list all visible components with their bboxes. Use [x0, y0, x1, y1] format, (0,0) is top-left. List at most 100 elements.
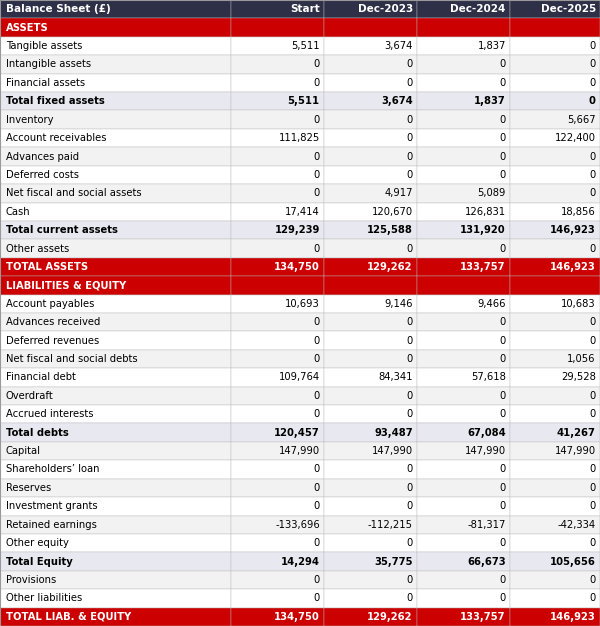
Text: 0: 0 [590, 391, 596, 401]
Bar [324, 258, 417, 276]
Bar [510, 92, 600, 110]
Bar [0, 55, 231, 74]
Bar [417, 423, 510, 442]
Bar [231, 552, 324, 571]
Text: 0: 0 [407, 483, 413, 493]
Bar [231, 387, 324, 405]
Text: Total debts: Total debts [6, 428, 69, 438]
Text: Total Equity: Total Equity [6, 557, 73, 567]
Text: 0: 0 [500, 151, 506, 162]
Text: -42,334: -42,334 [557, 520, 596, 530]
Bar [0, 442, 231, 460]
Text: 0: 0 [314, 354, 320, 364]
Text: Accrued interests: Accrued interests [6, 409, 94, 419]
Text: 0: 0 [314, 244, 320, 254]
Text: 0: 0 [314, 188, 320, 198]
Bar [417, 552, 510, 571]
Bar [510, 479, 600, 497]
Bar [324, 129, 417, 147]
Bar [510, 608, 600, 626]
Text: -133,696: -133,696 [275, 520, 320, 530]
Text: Total current assets: Total current assets [6, 225, 118, 235]
Text: 57,618: 57,618 [471, 372, 506, 382]
Bar [510, 368, 600, 387]
Bar [510, 589, 600, 608]
Bar [510, 184, 600, 203]
Text: ASSETS: ASSETS [6, 23, 49, 33]
Text: 0: 0 [407, 593, 413, 603]
Bar [510, 350, 600, 368]
Text: Dec-2023: Dec-2023 [358, 4, 413, 14]
Text: Dec-2024: Dec-2024 [451, 4, 506, 14]
Bar [324, 516, 417, 534]
Text: 1,837: 1,837 [478, 41, 506, 51]
Bar [0, 460, 231, 479]
Bar [324, 479, 417, 497]
Text: 0: 0 [500, 483, 506, 493]
Bar [324, 74, 417, 92]
Text: 0: 0 [590, 59, 596, 69]
Text: 147,990: 147,990 [464, 446, 506, 456]
Text: 146,923: 146,923 [550, 262, 596, 272]
Bar [417, 129, 510, 147]
Text: 0: 0 [500, 354, 506, 364]
Text: Other equity: Other equity [6, 538, 69, 548]
Text: 41,267: 41,267 [557, 428, 596, 438]
Text: 0: 0 [314, 464, 320, 475]
Text: 35,775: 35,775 [374, 557, 413, 567]
Text: 126,831: 126,831 [464, 207, 506, 217]
Text: 93,487: 93,487 [374, 428, 413, 438]
Bar [324, 239, 417, 258]
Bar [0, 534, 231, 552]
Bar [417, 276, 510, 295]
Bar [417, 166, 510, 184]
Bar [231, 110, 324, 129]
Text: Provisions: Provisions [6, 575, 56, 585]
Bar [0, 166, 231, 184]
Text: 5,667: 5,667 [567, 115, 596, 125]
Text: 66,673: 66,673 [467, 557, 506, 567]
Bar [510, 239, 600, 258]
Text: 29,528: 29,528 [561, 372, 596, 382]
Bar [417, 239, 510, 258]
Text: 0: 0 [407, 538, 413, 548]
Bar [417, 221, 510, 239]
Bar [324, 534, 417, 552]
Text: 0: 0 [590, 538, 596, 548]
Bar [231, 184, 324, 203]
Bar [0, 18, 231, 37]
Text: 131,920: 131,920 [460, 225, 506, 235]
Text: 0: 0 [407, 501, 413, 511]
Text: 0: 0 [500, 336, 506, 346]
Bar [417, 92, 510, 110]
Bar [0, 276, 231, 295]
Bar [417, 74, 510, 92]
Bar [510, 313, 600, 331]
Bar [231, 313, 324, 331]
Bar [324, 37, 417, 55]
Text: Advances received: Advances received [6, 317, 100, 327]
Text: 0: 0 [500, 115, 506, 125]
Text: Financial assets: Financial assets [6, 78, 85, 88]
Text: -81,317: -81,317 [467, 520, 506, 530]
Bar [417, 295, 510, 313]
Text: Other assets: Other assets [6, 244, 69, 254]
Bar [231, 0, 324, 18]
Bar [417, 571, 510, 589]
Text: 109,764: 109,764 [278, 372, 320, 382]
Bar [324, 313, 417, 331]
Bar [417, 479, 510, 497]
Text: 122,400: 122,400 [555, 133, 596, 143]
Bar [324, 571, 417, 589]
Text: 0: 0 [314, 59, 320, 69]
Text: 0: 0 [500, 317, 506, 327]
Bar [417, 350, 510, 368]
Bar [0, 313, 231, 331]
Text: 1,837: 1,837 [474, 96, 506, 106]
Bar [417, 55, 510, 74]
Text: 67,084: 67,084 [467, 428, 506, 438]
Bar [324, 460, 417, 479]
Text: Reserves: Reserves [6, 483, 51, 493]
Bar [324, 552, 417, 571]
Text: 133,757: 133,757 [460, 262, 506, 272]
